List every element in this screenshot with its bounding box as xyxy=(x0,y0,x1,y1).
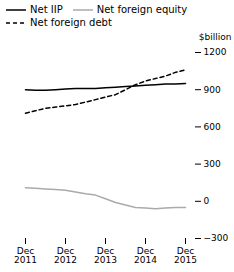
svg-text:Dec2014: Dec2014 xyxy=(134,246,157,265)
svg-text:900: 900 xyxy=(204,85,221,95)
svg-text:Dec2015: Dec2015 xyxy=(174,246,197,265)
html-text:Net foreign debt: Net foreign debt xyxy=(30,17,112,28)
svg-text:Dec2012: Dec2012 xyxy=(54,246,77,265)
svg-text:Dec2013: Dec2013 xyxy=(94,246,117,265)
svg-text:1200: 1200 xyxy=(204,47,227,57)
svg-text:$billion: $billion xyxy=(199,32,232,42)
svg-text:−300: −300 xyxy=(204,233,229,243)
html-text:Net IIP: Net IIP xyxy=(30,4,63,15)
svg-text:0: 0 xyxy=(204,196,210,206)
svg-text:600: 600 xyxy=(204,122,221,132)
svg-text:Dec2011: Dec2011 xyxy=(14,246,37,265)
svg-text:300: 300 xyxy=(204,159,221,169)
html-text:Net foreign equity: Net foreign equity xyxy=(96,4,188,15)
